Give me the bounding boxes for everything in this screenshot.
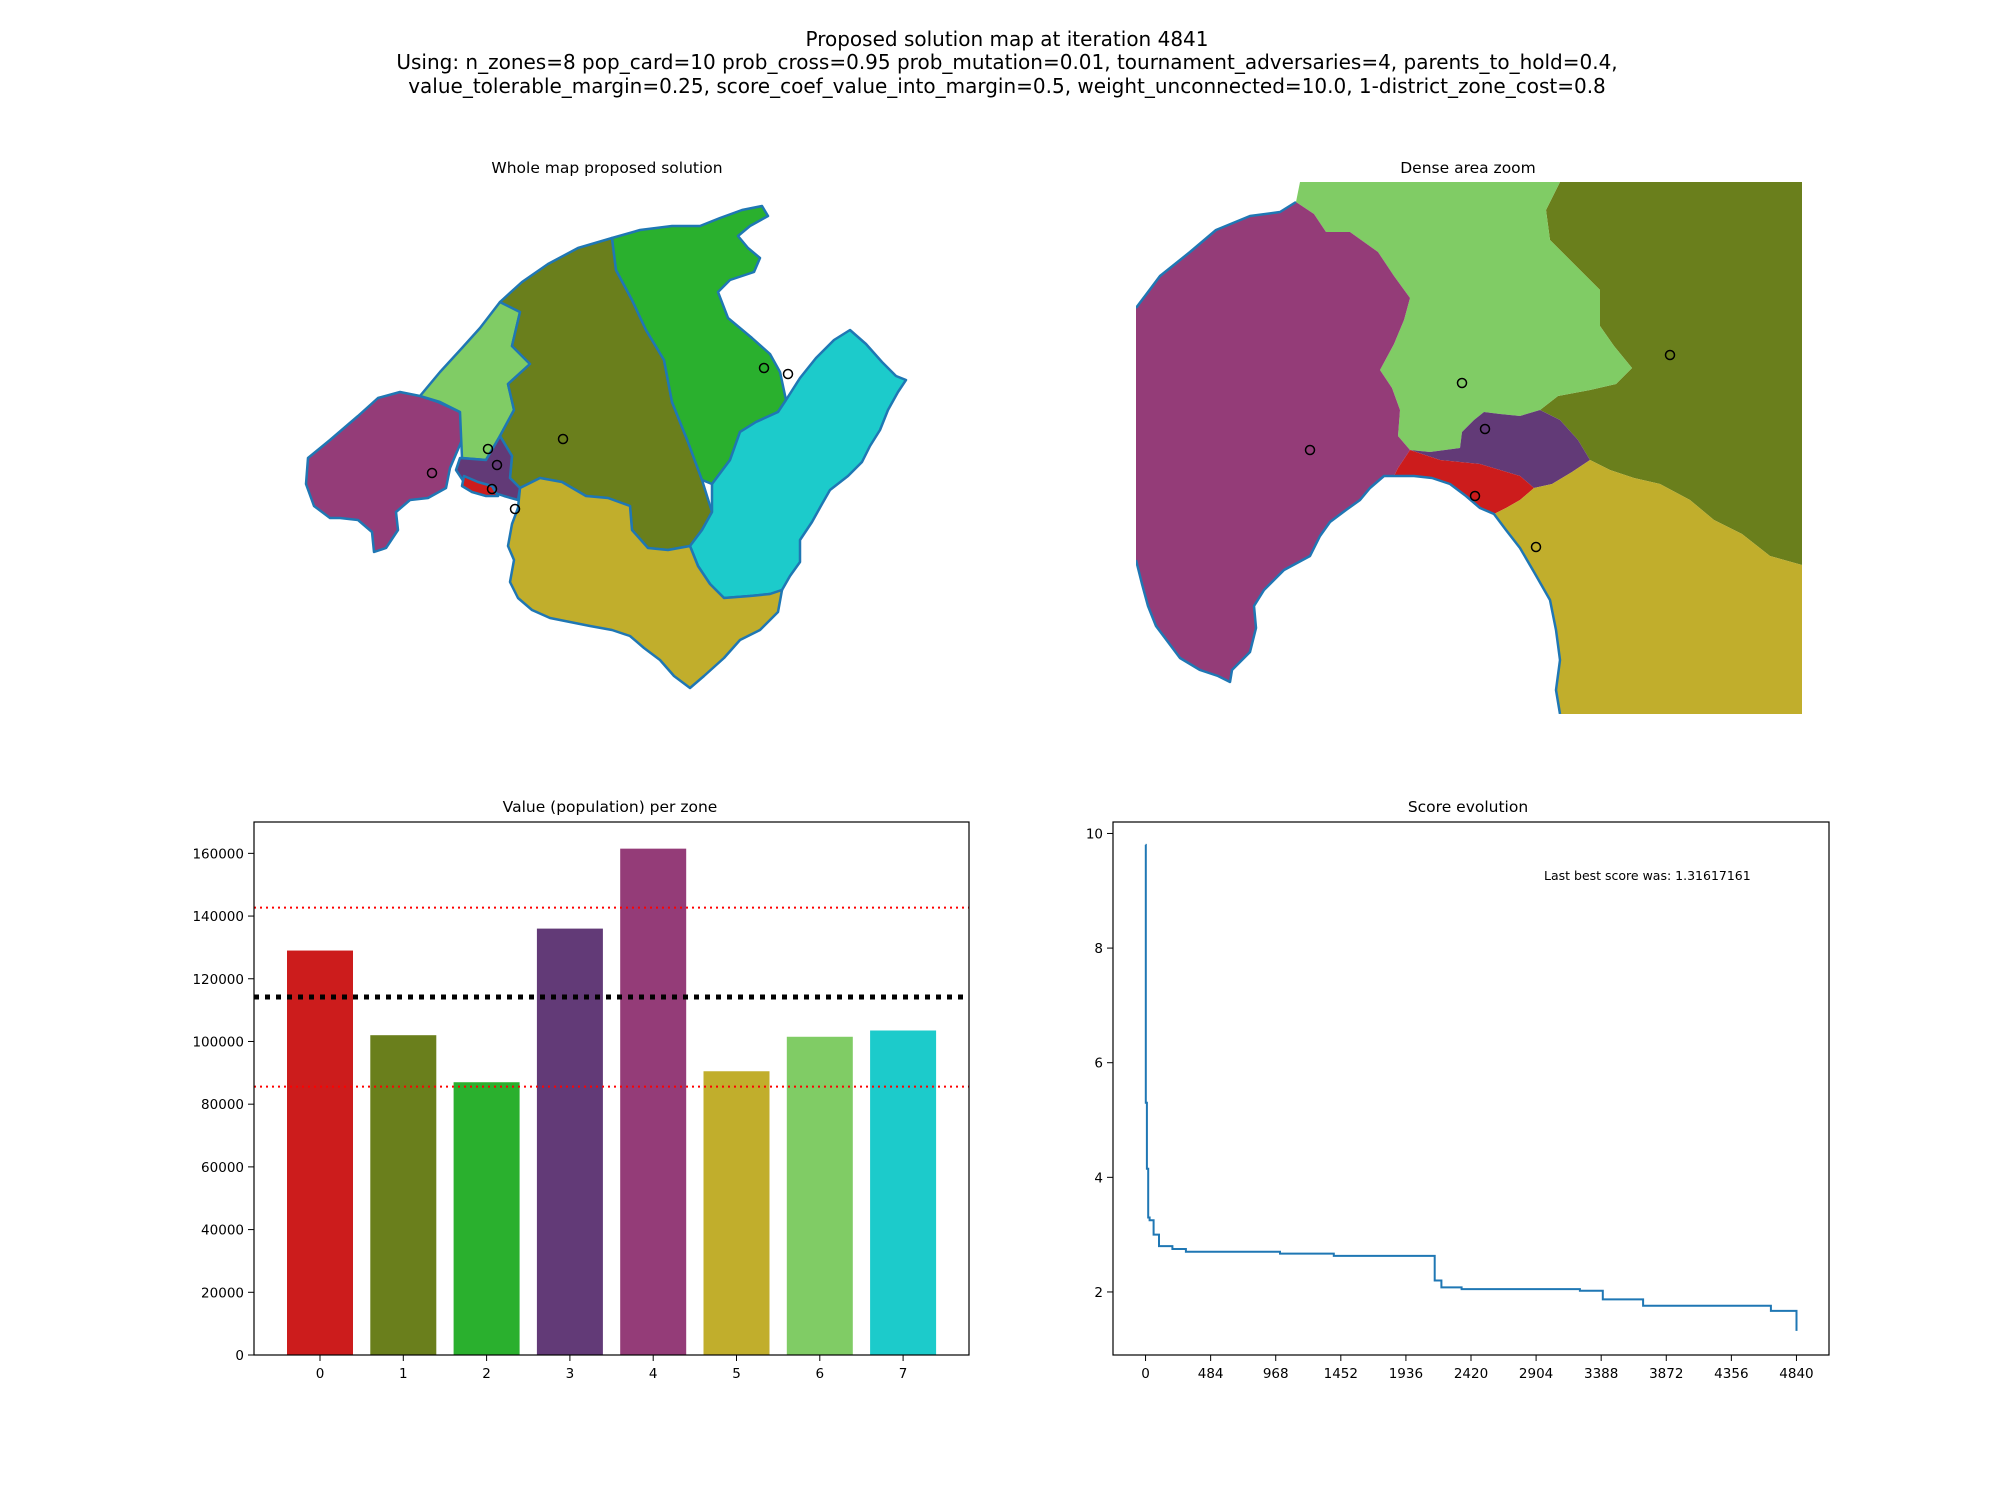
x-tick-label: 7 — [899, 1366, 908, 1382]
whole-map-zone-5 — [506, 476, 784, 690]
whole-map-center-marker — [782, 368, 794, 380]
zoom-map-zone-3 — [1410, 410, 1590, 488]
bar-chart-panel: Value (population) per zone 0 20000 40000 6… — [192, 798, 970, 1382]
zoom-map-regions — [1136, 182, 1802, 714]
score-line — [1144, 843, 1798, 1331]
bar-zone-3 — [536, 928, 603, 1355]
score-chart-panel: Score evolution 2 4 6 8 10 0 484 968 1452 1936 24… — [1086, 798, 1830, 1382]
whole-map-title: Whole map proposed solution — [491, 159, 722, 177]
zoom-map-zone-6 — [1296, 182, 1632, 452]
score-chart-annotation: Last best score was: 1.31617161 — [1544, 868, 1751, 883]
whole-map-center-marker — [482, 443, 494, 455]
whole-map-regions — [304, 204, 908, 690]
y-tick-label: 80000 — [201, 1097, 244, 1113]
zoom-map-coastline — [1136, 200, 1562, 714]
y-tick-label: 6 — [1094, 1056, 1103, 1072]
bar-chart-reference-lines — [254, 906, 969, 1088]
figure-title-line-2: Using: n_zones=8 pop_card=10 prob_cross=… — [396, 50, 1617, 74]
x-tick-label: 1452 — [1324, 1366, 1358, 1382]
x-tick-label: 2 — [482, 1366, 491, 1382]
x-tick-label: 484 — [1198, 1366, 1224, 1382]
x-tick-label: 2420 — [1454, 1366, 1488, 1382]
zoom-map-panel: Dense area zoom — [1136, 159, 1802, 714]
zoom-map-center-marker — [1469, 490, 1481, 502]
y-tick-label: 10 — [1086, 826, 1103, 842]
score-chart-y-axis: 2 4 6 8 10 — [1086, 826, 1113, 1301]
score-chart-frame — [1112, 821, 1830, 1356]
x-tick-label: 0 — [316, 1366, 325, 1382]
whole-map-zone-2 — [610, 204, 788, 486]
figure-title-line-1: Proposed solution map at iteration 4841 — [806, 27, 1209, 51]
y-tick-label: 100000 — [192, 1034, 244, 1050]
whole-map-panel: Whole map proposed solution — [304, 159, 908, 690]
zoom-map-zone-4 — [1136, 202, 1410, 682]
zoom-map-title: Dense area zoom — [1400, 159, 1536, 177]
bar-chart-y-axis: 0 20000 40000 60000 80000 100000 120000 140000 1… — [192, 846, 254, 1364]
whole-map-zone-0 — [460, 474, 500, 498]
zoom-map-center-marker — [1530, 541, 1542, 553]
y-tick-label: 160000 — [192, 846, 244, 862]
bar-zone-6 — [786, 1036, 853, 1355]
x-tick-label: 4 — [649, 1366, 658, 1382]
y-tick-label: 0 — [235, 1348, 244, 1364]
whole-map-center-marker — [486, 483, 498, 495]
whole-map-center-marker — [426, 467, 438, 479]
bar-zone-4 — [620, 848, 687, 1355]
bar-zone-5 — [703, 1071, 770, 1355]
x-tick-label: 4356 — [1714, 1366, 1748, 1382]
whole-map-center-marker — [491, 459, 503, 471]
x-tick-label: 3 — [566, 1366, 575, 1382]
whole-map-zone-centers — [426, 362, 794, 515]
bar-chart-x-axis: 0 1 2 3 4 5 6 7 — [316, 1355, 908, 1382]
whole-map-center-marker — [758, 362, 770, 374]
zoom-map-zone-1 — [1540, 182, 1802, 565]
x-tick-label: 6 — [816, 1366, 825, 1382]
whole-map-zone-4 — [304, 390, 464, 554]
x-tick-label: 1 — [399, 1366, 408, 1382]
bar-chart-title: Value (population) per zone — [503, 798, 718, 816]
bar-zone-7 — [870, 1030, 937, 1355]
zoom-map-zone-0 — [1394, 450, 1534, 514]
whole-map-center-marker — [557, 433, 569, 445]
whole-map-center-marker — [509, 503, 521, 515]
x-tick-label: 5 — [732, 1366, 741, 1382]
y-tick-label: 8 — [1094, 941, 1103, 957]
bar-zone-0 — [287, 950, 353, 1355]
score-chart-series — [1144, 843, 1798, 1331]
zoom-map-center-marker — [1479, 423, 1491, 435]
bar-zone-1 — [370, 1035, 437, 1355]
zoom-map-center-marker — [1456, 377, 1468, 389]
x-tick-label: 3388 — [1584, 1366, 1618, 1382]
score-chart-title: Score evolution — [1408, 798, 1528, 816]
zoom-map-center-marker — [1664, 349, 1676, 361]
y-tick-label: 60000 — [201, 1160, 244, 1176]
x-tick-label: 968 — [1263, 1366, 1289, 1382]
y-tick-label: 20000 — [201, 1285, 244, 1301]
y-tick-label: 120000 — [192, 972, 244, 988]
y-tick-label: 140000 — [192, 909, 244, 925]
x-tick-label: 3872 — [1649, 1366, 1683, 1382]
y-tick-label: 4 — [1094, 1170, 1103, 1186]
zoom-map-center-marker — [1304, 444, 1316, 456]
bar-chart-bars — [287, 848, 937, 1355]
whole-map-zone-7 — [688, 328, 908, 600]
x-tick-label: 0 — [1141, 1366, 1150, 1382]
score-chart-x-axis: 0 484 968 1452 1936 2420 2904 3388 3872 4356 4840 — [1141, 1355, 1814, 1382]
zoom-map-zone-centers — [1304, 349, 1676, 553]
y-tick-label: 40000 — [201, 1223, 244, 1239]
x-tick-label: 2904 — [1519, 1366, 1553, 1382]
zoom-map-zone-5 — [1494, 460, 1802, 714]
x-tick-label: 1936 — [1389, 1366, 1423, 1382]
figure-title-line-3: value_tolerable_margin=0.25, score_coef_… — [408, 74, 1606, 98]
y-tick-label: 2 — [1094, 1285, 1103, 1301]
x-tick-label: 4840 — [1779, 1366, 1813, 1382]
bar-chart-frame — [253, 821, 970, 1356]
bar-zone-2 — [453, 1082, 520, 1355]
